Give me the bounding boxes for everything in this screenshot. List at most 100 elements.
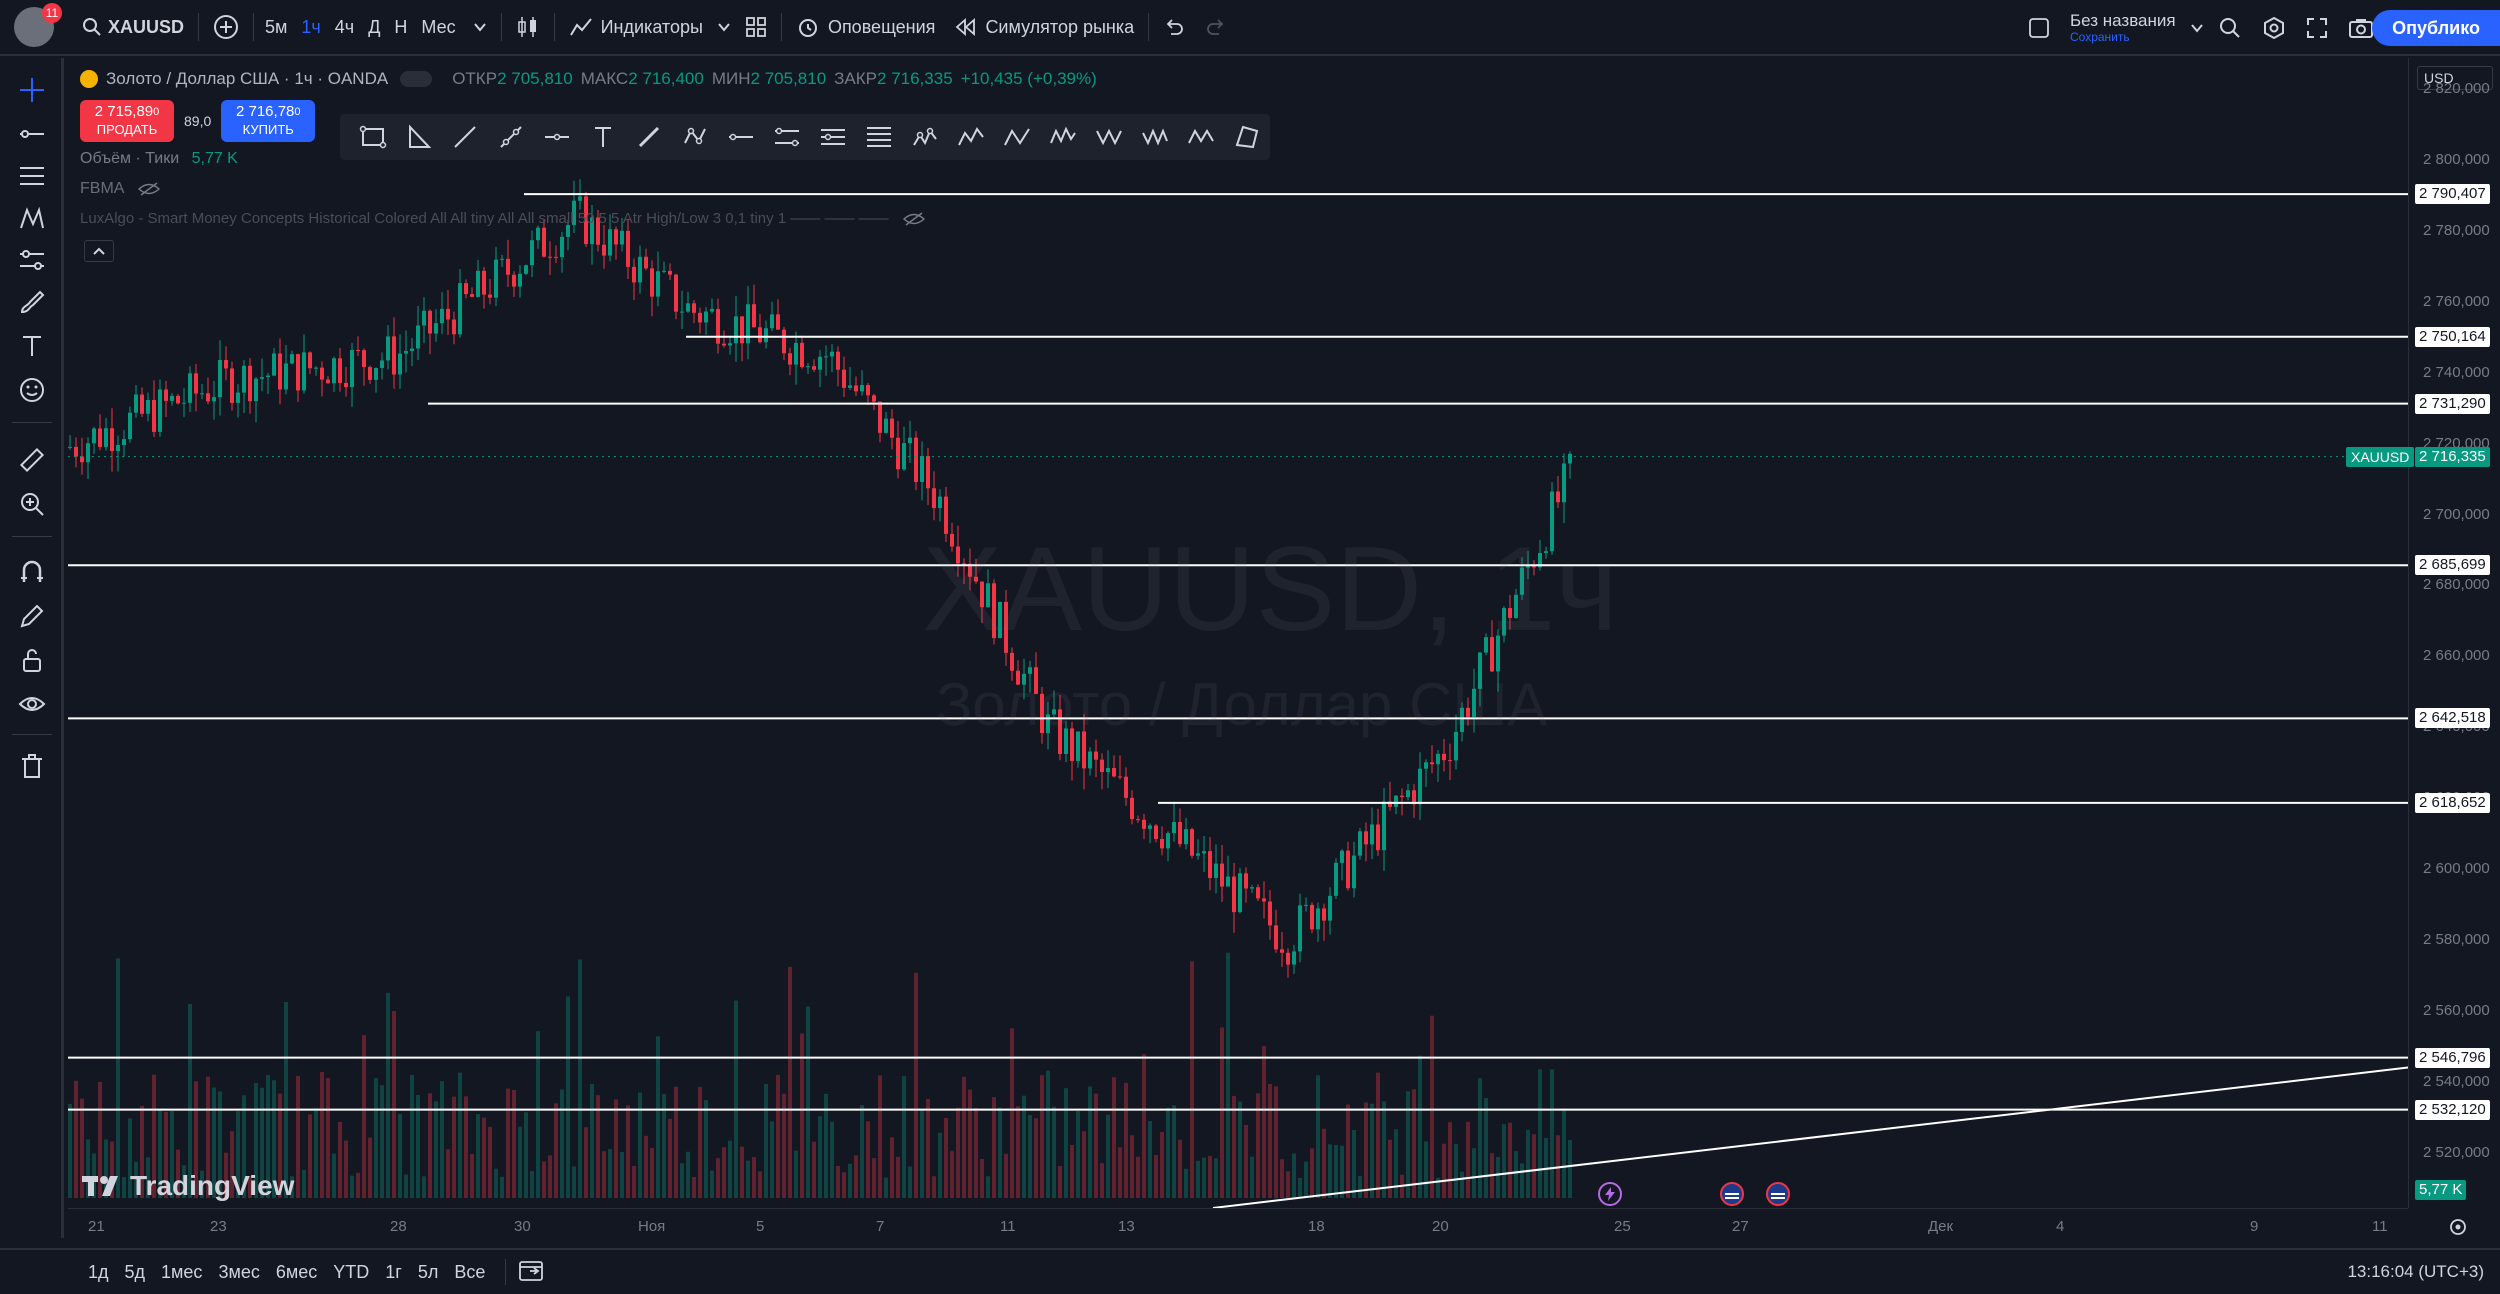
trend-line-tool[interactable]: [14, 116, 50, 152]
emoji-tool[interactable]: [14, 372, 50, 408]
eye-hidden-icon[interactable]: [138, 181, 161, 197]
economic-event-marker[interactable]: [1720, 1182, 1744, 1206]
compare-button[interactable]: [203, 7, 249, 47]
range-button[interactable]: YTD: [333, 1261, 370, 1282]
eye-hidden-icon[interactable]: [902, 211, 925, 227]
interval-button[interactable]: 4ч: [334, 16, 355, 37]
go-to-date-button[interactable]: [518, 1258, 544, 1287]
interval-button[interactable]: 1ч: [301, 16, 321, 37]
measure-tool[interactable]: [14, 442, 50, 478]
interval-button[interactable]: Мес: [421, 16, 456, 37]
rectangle-tool[interactable]: [359, 122, 387, 152]
zoom-tool[interactable]: [14, 486, 50, 522]
ray-tool[interactable]: [497, 122, 525, 152]
parallel-channel-tool[interactable]: [773, 122, 801, 152]
brush-tool[interactable]: [635, 122, 663, 152]
snapshot-button[interactable]: [2338, 8, 2384, 48]
replay-button[interactable]: Симулятор рынка: [945, 7, 1144, 47]
event-marker[interactable]: [1598, 1182, 1622, 1206]
xabcd-pattern-tool[interactable]: [957, 122, 985, 152]
text-tool[interactable]: [589, 122, 617, 152]
quick-search-button[interactable]: [2208, 8, 2252, 48]
chevron-up-icon: [93, 247, 105, 255]
lock-drawings-tool[interactable]: [14, 642, 50, 678]
interval-dropdown[interactable]: [463, 7, 497, 47]
layout-checkbox[interactable]: [2018, 8, 2060, 48]
fib-channel-tool[interactable]: [865, 122, 893, 152]
abcde-wave-tool[interactable]: [1187, 122, 1215, 152]
user-avatar[interactable]: 11: [14, 3, 62, 47]
trend-line[interactable]: [1212, 1066, 2408, 1208]
time-axis[interactable]: 21 23 28 30 Ноя 5 7 11 13 18 20 25 27 Дек 4 9 11: [68, 1208, 2466, 1244]
alerts-button[interactable]: Оповещения: [786, 7, 946, 47]
interval-button[interactable]: 5м: [265, 16, 288, 37]
magnet-tool[interactable]: [14, 554, 50, 590]
candle-body: [344, 382, 348, 388]
regression-tool[interactable]: [819, 122, 847, 152]
instrument-label[interactable]: Золото / Доллар США · 1ч · OANDA: [106, 69, 389, 88]
trendline-tool[interactable]: [451, 122, 479, 152]
hide-drawings-tool[interactable]: [14, 686, 50, 722]
remove-drawings-tool[interactable]: [14, 748, 50, 784]
layout-dropdown[interactable]: [2186, 8, 2208, 48]
volume-legend-label[interactable]: Объём · Тики: [80, 150, 180, 167]
settings-button[interactable]: [2252, 8, 2296, 48]
elliott-wave-tool[interactable]: [1049, 122, 1077, 152]
sell-button[interactable]: 2 715,890 ПРОДАТЬ: [80, 100, 174, 142]
wxyxz-wave-tool[interactable]: [1141, 122, 1169, 152]
range-button[interactable]: 3мес: [218, 1261, 260, 1282]
path-tool[interactable]: [681, 122, 709, 152]
range-button[interactable]: 1мес: [161, 1261, 203, 1282]
range-button[interactable]: 1г: [385, 1261, 402, 1282]
axis-settings-icon[interactable]: [2448, 1217, 2468, 1237]
fbma-label[interactable]: FBMA: [80, 180, 125, 197]
stay-in-drawing-tool[interactable]: [14, 598, 50, 634]
price-axis[interactable]: USD 2 820,000 2 800,000 2 780,000 2 760,000…: [2408, 58, 2500, 1208]
range-button[interactable]: 1д: [88, 1261, 109, 1282]
polyline-tool[interactable]: [1233, 122, 1261, 152]
publish-button[interactable]: Опублико: [2372, 10, 2500, 46]
range-button[interactable]: 5д: [124, 1261, 146, 1282]
tradingview-logo[interactable]: TradingView: [82, 1170, 294, 1202]
chart-type-button[interactable]: [506, 7, 550, 47]
luxalgo-label[interactable]: LuxAlgo - Smart Money Concepts Historica…: [80, 210, 889, 227]
economic-event-marker[interactable]: [1766, 1182, 1790, 1206]
range-button[interactable]: 5л: [417, 1261, 439, 1282]
candle-body: [194, 373, 198, 394]
crosshair-tool[interactable]: [14, 72, 50, 108]
interval-button[interactable]: Д: [368, 16, 381, 37]
clock[interactable]: 13:16:04 (UTC+3): [2347, 1262, 2484, 1281]
wxy-wave-tool[interactable]: [1095, 122, 1123, 152]
templates-button[interactable]: [735, 7, 777, 47]
redo-button[interactable]: [1195, 7, 1237, 47]
candle-body: [1046, 714, 1050, 734]
price-chart[interactable]: [68, 58, 2408, 1208]
interval-button[interactable]: Н: [394, 16, 408, 37]
abcd-pattern-tool[interactable]: [1003, 122, 1031, 152]
brush-tool[interactable]: [14, 284, 50, 320]
indicators-button[interactable]: Индикаторы: [559, 7, 713, 47]
volume-bar: [938, 1132, 942, 1198]
layout-menu[interactable]: Без названия Сохранить: [2060, 8, 2186, 48]
fullscreen-button[interactable]: [2296, 8, 2338, 48]
pitchfork-tool[interactable]: [911, 122, 939, 152]
pattern-tool[interactable]: [14, 200, 50, 236]
range-button[interactable]: 6мес: [275, 1261, 318, 1282]
currency-selector[interactable]: USD: [2417, 66, 2493, 90]
undo-button[interactable]: [1153, 7, 1195, 47]
horizontal-line-tool[interactable]: [543, 122, 571, 152]
triangle-tool[interactable]: [405, 122, 433, 152]
text-tool[interactable]: [14, 328, 50, 364]
buy-button[interactable]: 2 716,780 КУПИТЬ: [221, 100, 316, 142]
indicators-dropdown[interactable]: [713, 7, 735, 47]
range-button[interactable]: Все: [454, 1261, 486, 1282]
info-line-tool[interactable]: [727, 122, 755, 152]
fib-tool[interactable]: [14, 158, 50, 194]
gold-icon: [80, 70, 98, 88]
volume-bar: [1094, 1093, 1098, 1198]
candle-body: [1010, 652, 1014, 671]
collapse-legend-button[interactable]: [84, 240, 114, 262]
volume-bar: [1514, 1151, 1518, 1198]
prediction-tool[interactable]: [14, 242, 50, 278]
symbol-search[interactable]: XAUUSD: [72, 7, 194, 47]
